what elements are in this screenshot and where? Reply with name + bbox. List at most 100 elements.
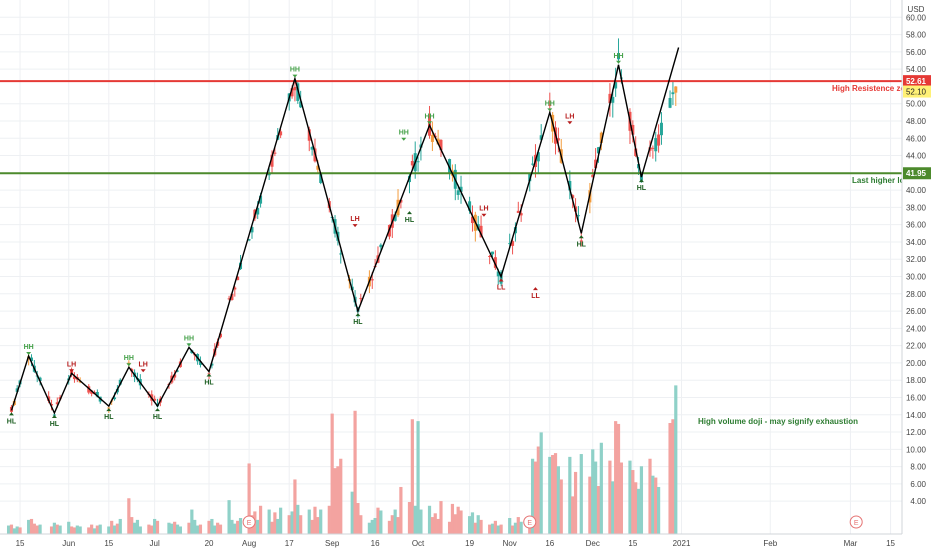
volume-bar: [553, 453, 558, 534]
x-tick-label: 16: [545, 539, 554, 548]
pivot-label: HH: [290, 67, 300, 74]
volume-bar: [579, 454, 583, 534]
candle-body: [293, 86, 297, 91]
candle-body: [470, 216, 474, 224]
x-tick-label: Mar: [844, 539, 858, 548]
volume-bar: [533, 461, 538, 534]
volume-bar: [373, 518, 377, 534]
level-price-badge: [903, 75, 931, 88]
pivot-marker: [578, 235, 584, 239]
zigzag-swing-line: [10, 47, 680, 415]
candle-body: [247, 239, 251, 241]
candle-body: [339, 253, 343, 255]
volume-bar: [657, 486, 661, 534]
candle-body: [113, 397, 117, 400]
candle-body: [599, 132, 603, 143]
pivot-marker: [186, 343, 192, 347]
volume-bar: [568, 456, 572, 534]
volume-bar: [138, 526, 142, 534]
pivot-label: HH: [613, 53, 623, 60]
pivot-label: LH: [350, 216, 359, 223]
pivot-label: LL: [497, 285, 506, 292]
pivot-marker: [206, 373, 212, 377]
volume-bar: [319, 509, 323, 534]
volume-bar: [49, 526, 54, 534]
volume-bar: [58, 525, 62, 534]
volume-bar: [508, 518, 512, 534]
volume-bar: [213, 525, 217, 534]
chart-annotation: Last higher low: [852, 176, 911, 185]
volume-bar: [38, 524, 42, 534]
x-tick-label: Jun: [62, 539, 75, 548]
y-tick-label: 6.00: [910, 480, 926, 489]
candle-body: [519, 213, 523, 216]
candle-body: [127, 362, 131, 364]
volume-bar: [167, 522, 171, 534]
volume-bar: [75, 525, 79, 534]
pivot-label: HH: [24, 344, 34, 351]
candle-body: [95, 391, 99, 397]
label-layer: HL HH HL LH HL HH LH HL HH HL HH HL LH HH HL HH LH LL LL HH…: [7, 53, 647, 428]
earnings-marker: [849, 515, 863, 529]
last-price-text: 52.10: [906, 88, 927, 97]
volume-bar: [499, 524, 503, 534]
candle-body: [488, 255, 492, 257]
candle-body: [496, 271, 500, 277]
candle-body: [256, 208, 260, 215]
volume-bar: [110, 520, 114, 534]
pivot-label: HL: [405, 217, 415, 224]
y-tick-label: 16.00: [906, 393, 927, 402]
volume-bar: [519, 521, 523, 534]
pivot-marker: [106, 408, 112, 412]
volume-bar: [490, 523, 495, 534]
y-tick-label: 26.00: [906, 307, 927, 316]
volume-bar: [18, 527, 22, 534]
volume-bar: [456, 506, 460, 534]
volume-bar: [671, 419, 675, 534]
candle-body: [316, 165, 320, 170]
volume-bar: [476, 515, 480, 534]
volume-bar: [531, 458, 535, 534]
level-price-text: 41.95: [906, 169, 927, 178]
chart-annotation: High volume doji - may signify exhaustio…: [698, 417, 858, 426]
volume-bar: [453, 514, 457, 534]
volume-bar: [559, 479, 563, 534]
x-tick-label: Nov: [503, 539, 517, 548]
volume-bar: [9, 524, 14, 534]
volume-bar: [479, 519, 483, 534]
zigzag-layer: [10, 47, 680, 415]
y-tick-label: 18.00: [906, 376, 927, 385]
volume-bar: [651, 475, 655, 534]
candle-body: [319, 174, 323, 183]
volume-bar: [399, 486, 403, 534]
candle-body: [539, 135, 543, 140]
x-tick-label: 16: [371, 539, 380, 548]
candle-body: [273, 152, 277, 154]
volume-bar: [496, 525, 500, 534]
pivot-marker: [26, 352, 32, 355]
level-price-badge: [903, 167, 931, 180]
volume-bar: [78, 526, 82, 534]
volume-bar: [450, 503, 455, 534]
volume-bar: [379, 510, 383, 534]
candle-body: [674, 86, 678, 93]
volume-bar: [393, 509, 397, 534]
pivot-marker: [69, 369, 75, 373]
candle-body: [668, 97, 672, 108]
volume-bar: [536, 446, 540, 534]
y-tick-label: 4.00: [910, 497, 926, 506]
candle-body: [531, 163, 535, 165]
y-tick-label: 12.00: [906, 428, 927, 437]
volume-bar: [90, 524, 94, 534]
last-price-badge: [903, 85, 931, 98]
candle-body: [87, 386, 91, 393]
y-tick-label: 58.00: [906, 31, 927, 40]
y-tick-label: 32.00: [906, 255, 927, 264]
volume-bar: [330, 413, 334, 534]
volume-bar: [218, 524, 223, 534]
candle-body: [393, 214, 397, 221]
candle-body: [651, 147, 655, 149]
candle-body: [299, 101, 303, 108]
candle-body: [614, 82, 618, 89]
